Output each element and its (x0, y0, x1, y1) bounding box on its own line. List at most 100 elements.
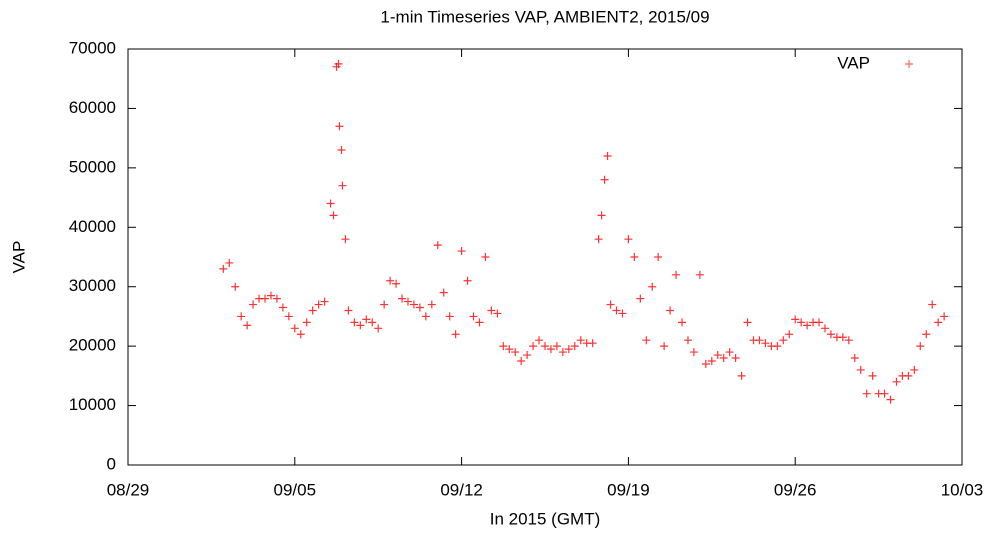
point (314, 300, 323, 309)
y-tick-label: 30000 (69, 276, 116, 295)
point (326, 199, 335, 208)
point (392, 279, 401, 288)
point (612, 306, 621, 315)
point (505, 345, 514, 354)
point (427, 300, 436, 309)
point (219, 264, 228, 273)
point (576, 336, 585, 345)
point (337, 146, 346, 155)
legend-label: VAP (837, 53, 870, 72)
point (368, 318, 377, 327)
point (654, 253, 663, 261)
y-tick-label: 10000 (69, 395, 116, 414)
point (320, 297, 329, 306)
point (862, 389, 871, 398)
point (487, 306, 496, 315)
point (761, 339, 770, 348)
point (910, 365, 919, 374)
point (445, 312, 454, 321)
point (362, 315, 371, 324)
point (773, 342, 782, 351)
point (713, 351, 722, 360)
point (266, 291, 275, 300)
x-tick-label: 08/29 (107, 480, 150, 499)
point (678, 318, 687, 327)
point (338, 181, 347, 190)
point (278, 303, 287, 312)
point (672, 270, 681, 279)
point (597, 211, 606, 220)
point (803, 321, 812, 330)
point (329, 211, 338, 220)
x-tick-label: 10/03 (941, 480, 984, 499)
point (755, 336, 764, 345)
point (904, 371, 913, 380)
point (415, 303, 424, 312)
point (815, 318, 824, 327)
point (916, 342, 925, 351)
point (398, 294, 407, 303)
point (433, 241, 442, 250)
point (481, 253, 490, 261)
point (731, 354, 740, 363)
x-tick-label: 09/12 (440, 480, 483, 499)
point (928, 300, 937, 309)
y-tick-label: 50000 (69, 157, 116, 176)
point (261, 294, 270, 303)
point (630, 253, 639, 261)
point (403, 297, 412, 306)
point (791, 315, 800, 324)
point (594, 235, 603, 244)
point (797, 318, 806, 327)
point (302, 318, 311, 327)
point (558, 348, 567, 357)
point (642, 336, 651, 345)
point (624, 235, 633, 244)
point (603, 151, 612, 160)
point (249, 300, 258, 309)
point (439, 288, 448, 297)
point (838, 333, 847, 342)
point (272, 294, 281, 303)
point (606, 300, 615, 309)
point (934, 318, 943, 327)
point (296, 330, 305, 339)
point (826, 330, 835, 339)
point (529, 342, 538, 351)
y-tick-label: 40000 (69, 217, 116, 236)
point (940, 312, 949, 321)
point (701, 359, 710, 368)
point (666, 306, 675, 315)
point (243, 321, 252, 330)
point (421, 312, 430, 321)
chart-title: 1-min Timeseries VAP, AMBIENT2, 2015/09 (380, 7, 709, 26)
point (493, 309, 502, 318)
point (451, 330, 460, 339)
legend-marker (905, 60, 913, 68)
point (648, 282, 657, 291)
point (719, 354, 728, 363)
point (850, 354, 859, 363)
point (695, 270, 704, 279)
point (308, 306, 317, 315)
point (725, 348, 734, 357)
x-tick-label: 09/05 (274, 480, 317, 499)
x-axis-label: In 2015 (GMT) (490, 509, 601, 528)
point (517, 357, 526, 365)
x-tick-label: 09/19 (607, 480, 650, 499)
point (588, 339, 597, 348)
point (457, 247, 466, 256)
point (541, 342, 549, 351)
point (463, 276, 472, 285)
point (779, 336, 788, 345)
point (284, 312, 293, 321)
point (374, 324, 383, 333)
plot-frame (127, 48, 963, 466)
point (743, 318, 752, 327)
point (380, 300, 389, 309)
point (707, 357, 716, 365)
point (334, 59, 343, 68)
point (844, 336, 853, 345)
point (225, 258, 234, 267)
